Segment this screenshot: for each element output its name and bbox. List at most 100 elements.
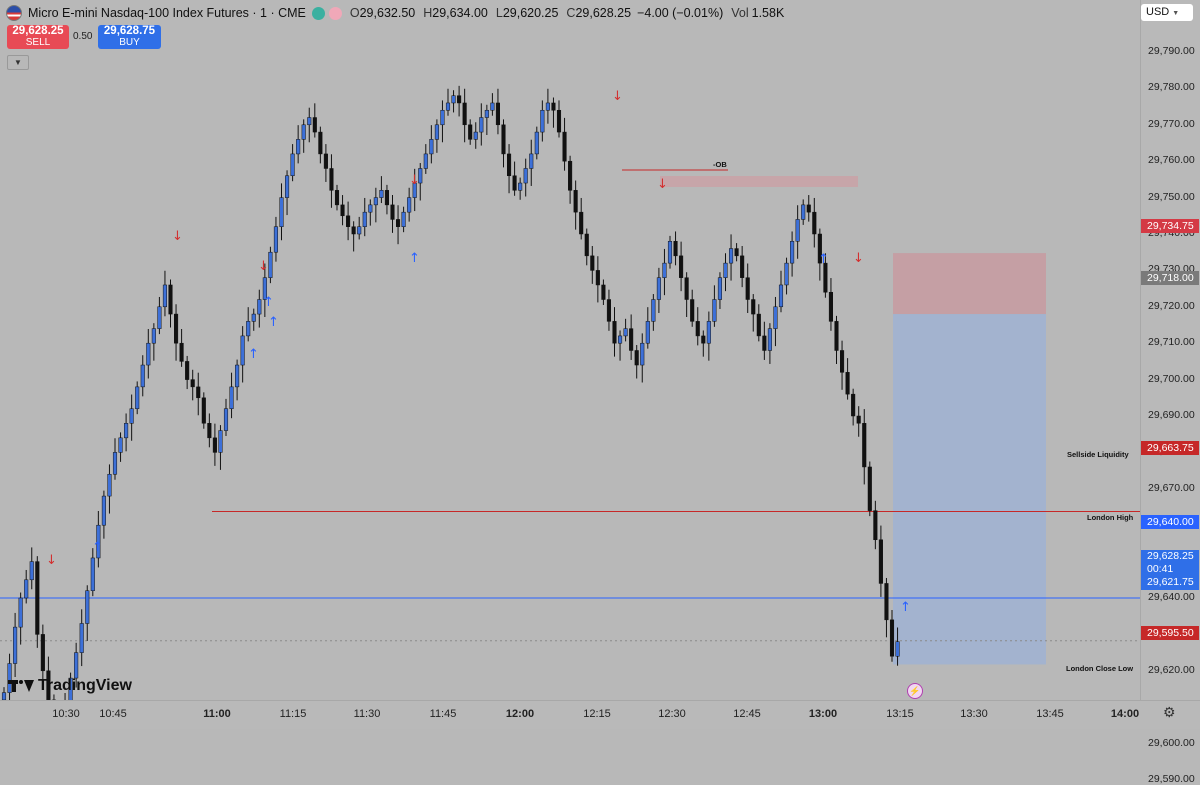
candle-body — [213, 438, 217, 453]
tradingview-logo-text: TradingView — [38, 677, 132, 695]
candle-body — [729, 249, 733, 264]
candle-body — [313, 118, 317, 133]
settings-gear-icon[interactable]: ⚙ — [1163, 704, 1176, 721]
candle-body — [885, 583, 889, 619]
candle-body — [252, 314, 256, 321]
candle-body — [163, 285, 167, 307]
high-key: H — [423, 6, 432, 20]
candle-body — [735, 249, 739, 256]
sellside-liquidity-label: Sellside Liquidity — [1067, 450, 1129, 459]
candle-body — [790, 241, 794, 263]
candle-body — [618, 336, 622, 343]
price-tick: 29,690.00 — [1148, 409, 1195, 421]
bar-countdown: 00:41 — [1141, 563, 1199, 576]
candle-body — [152, 329, 156, 344]
sell-signal-arrow-icon: ↓ — [258, 259, 269, 274]
candle-body — [774, 307, 778, 329]
buy-signal-arrow-icon: ↑ — [409, 251, 420, 266]
candle-body — [568, 161, 572, 190]
chart-area[interactable]: ↓↓↓↓↓↓↓↑↑↑↑↑↑↑ Micro E-mini Nasdaq-100 I… — [0, 0, 1140, 700]
candle-body — [452, 96, 456, 103]
candle-body — [169, 285, 173, 314]
candle-body — [552, 103, 556, 110]
candle-body — [513, 176, 517, 191]
time-tick: 12:15 — [583, 708, 611, 720]
take-profit-zone — [893, 314, 1046, 664]
candle-body — [119, 438, 123, 453]
candle-body — [685, 278, 689, 300]
tradingview-logo[interactable]: TradingView — [8, 677, 132, 695]
candle-body — [180, 343, 184, 361]
candle-body — [652, 300, 656, 322]
sell-signal-arrow-icon: ↓ — [409, 173, 420, 188]
candle-body — [896, 642, 900, 657]
currency-select[interactable]: USD ▼ — [1141, 4, 1193, 21]
time-tick: 14:00 — [1111, 708, 1139, 720]
candle-body — [640, 343, 644, 365]
sell-signal-arrow-icon: ↓ — [657, 177, 668, 192]
candle-body — [874, 511, 878, 540]
buy-signal-arrow-icon: ↑ — [92, 540, 103, 555]
close-value: 29,628.25 — [575, 6, 631, 20]
price-tick: 29,750.00 — [1148, 191, 1195, 203]
candle-body — [296, 139, 300, 154]
time-tick: 11:00 — [203, 708, 231, 720]
candle-body — [690, 300, 694, 322]
candle-body — [890, 620, 894, 656]
low-key: L — [496, 6, 503, 20]
sell-button[interactable]: 29,628.25 SELL — [7, 25, 69, 49]
collapse-chevron-icon[interactable]: ▼ — [7, 55, 29, 70]
change-value: −4.00 (−0.01%) — [637, 6, 723, 20]
candle-body — [91, 558, 95, 591]
candle-body — [391, 205, 395, 220]
candle-body — [352, 227, 356, 234]
candle-body — [862, 423, 866, 467]
candle-body — [85, 591, 89, 624]
lightning-icon[interactable]: ⚡ — [907, 683, 923, 699]
price-tick: 29,590.00 — [1148, 773, 1195, 785]
candle-body — [302, 125, 306, 140]
candle-body — [30, 562, 34, 580]
market-open-icon[interactable] — [312, 7, 325, 20]
candle-body — [629, 329, 633, 351]
time-tick: 11:15 — [280, 708, 307, 720]
currency-chevron-icon: ▼ — [1172, 10, 1179, 17]
price-tick: 29,760.00 — [1148, 154, 1195, 166]
candle-body — [357, 227, 361, 234]
low-value: 29,620.25 — [503, 6, 559, 20]
candle-body — [596, 270, 600, 285]
candle-body — [480, 118, 484, 133]
candle-body — [196, 387, 200, 398]
candle-body — [147, 343, 151, 365]
symbol-header: Micro E-mini Nasdaq-100 Index Futures · … — [6, 4, 784, 22]
candle-body — [746, 278, 750, 300]
price-tick: 29,620.00 — [1148, 664, 1195, 676]
buy-price: 29,628.75 — [98, 26, 161, 37]
volume-value: 1.58K — [752, 6, 785, 20]
buy-signal-arrow-icon: ↑ — [248, 347, 259, 362]
candle-body — [524, 168, 528, 183]
candle-body — [463, 103, 467, 125]
candle-body — [718, 278, 722, 300]
candle-body — [851, 394, 855, 416]
open-key: O — [350, 6, 360, 20]
open-value: 29,632.50 — [360, 6, 416, 20]
candle-body — [130, 409, 134, 424]
candle-body — [330, 168, 334, 190]
price-tick: 29,780.00 — [1148, 81, 1195, 93]
delay-icon[interactable] — [329, 7, 342, 20]
candlestick-chart[interactable]: ↓↓↓↓↓↓↓↑↑↑↑↑↑↑ — [0, 0, 1140, 700]
candle-body — [868, 467, 872, 511]
candle-body — [135, 387, 139, 409]
candle-body — [369, 205, 373, 212]
buy-button[interactable]: 29,628.75 BUY — [98, 25, 161, 49]
candle-body — [174, 314, 178, 343]
candle-body — [657, 278, 661, 300]
candle-body — [80, 623, 84, 652]
candle-body — [491, 103, 495, 110]
symbol-title[interactable]: Micro E-mini Nasdaq-100 Index Futures · … — [28, 6, 306, 20]
price-tick: 29,710.00 — [1148, 336, 1195, 348]
candle-body — [613, 321, 617, 343]
time-tick: 13:15 — [886, 708, 914, 720]
